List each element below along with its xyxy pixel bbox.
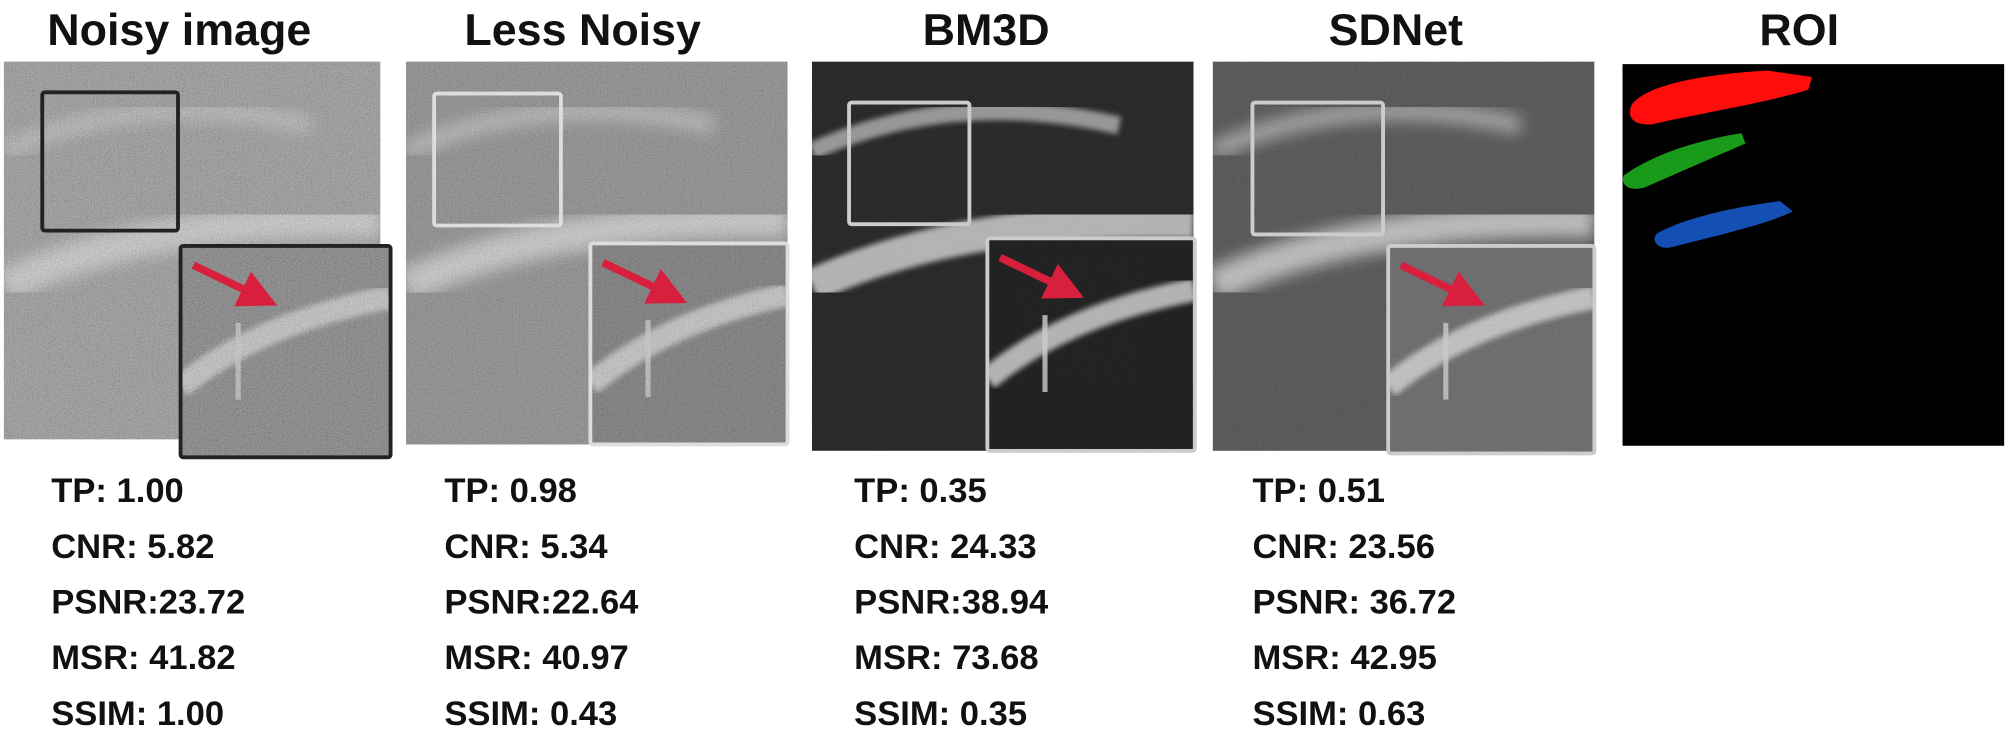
panel-title: BM3D <box>923 5 1050 55</box>
metric: PSNR:22.64 <box>444 584 639 622</box>
metric: PSNR:23.72 <box>51 584 245 622</box>
inset <box>1388 245 1595 454</box>
inset <box>987 238 1195 451</box>
roi-image <box>1622 64 2005 446</box>
arrow <box>1399 261 1485 307</box>
panel-title: ROI <box>1759 5 1839 55</box>
metric: SSIM: 0.35 <box>854 695 1027 733</box>
zoom-box <box>1250 100 1385 237</box>
inset-frame <box>178 244 393 460</box>
inset <box>180 245 391 458</box>
arrow <box>191 261 278 307</box>
metric: MSR: 41.82 <box>51 639 235 677</box>
zoom-box <box>40 90 180 233</box>
roi-red <box>1629 70 1813 125</box>
inset-frame <box>588 241 790 447</box>
roi-blue <box>1654 201 1793 248</box>
panel-title: Noisy image <box>47 5 311 55</box>
metric: TP: 0.98 <box>444 472 577 510</box>
inset-frame <box>1386 244 1597 456</box>
arrow <box>998 254 1085 299</box>
panel: BM3D TP: 0.35 CNR: 24.33 PSNR:38.94 MSR: 73.… <box>811 5 1197 733</box>
inset-frame <box>985 236 1197 453</box>
metric: CNR: 5.34 <box>444 528 608 566</box>
metric: PSNR:38.94 <box>854 584 1049 622</box>
roi-green <box>1622 133 1746 189</box>
inset-noise <box>590 243 788 445</box>
inset <box>590 243 788 445</box>
metric: CNR: 24.33 <box>854 528 1036 566</box>
metric: TP: 0.51 <box>1252 472 1385 510</box>
metric: MSR: 73.68 <box>854 639 1038 677</box>
metric: SSIM: 0.63 <box>1252 695 1425 733</box>
metric: TP: 1.00 <box>51 472 184 510</box>
inset-noise <box>180 245 391 458</box>
metric: MSR: 40.97 <box>444 639 628 677</box>
inset-noise <box>987 238 1195 451</box>
metric: PSNR: 36.72 <box>1252 584 1456 622</box>
metric: SSIM: 0.43 <box>444 695 617 733</box>
panel: ROI <box>1622 5 2005 446</box>
zoom-box <box>847 100 972 227</box>
arrow <box>601 259 688 304</box>
metric: MSR: 42.95 <box>1252 639 1436 677</box>
panel-title: Less Noisy <box>464 5 701 55</box>
metric: CNR: 23.56 <box>1252 528 1434 566</box>
zoom-box <box>432 91 563 228</box>
inset-noise <box>1388 245 1595 454</box>
metric: TP: 0.35 <box>854 472 987 510</box>
panel: SDNet TP: 0.51 CNR: 23.56 PSNR: 36.72 MSR: 4… <box>1212 5 1597 733</box>
metric: CNR: 5.82 <box>51 528 214 566</box>
panel-title: SDNet <box>1329 5 1464 55</box>
panel: Noisy image TP: 1.00 CNR: 5.82 PSNR:23.72 MS… <box>3 5 393 733</box>
panel: Less Noisy TP: 0.98 CNR: 5.34 PSNR:22.64 MSR… <box>405 5 790 733</box>
metric: SSIM: 1.00 <box>51 695 224 733</box>
